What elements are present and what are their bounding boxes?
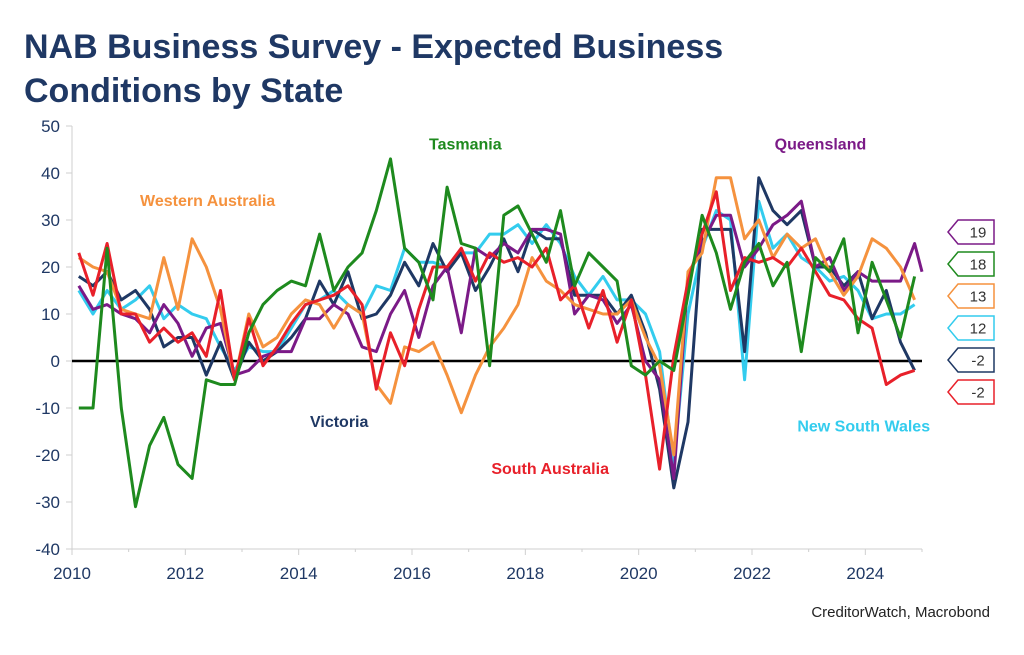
x-tick-label: 2024 xyxy=(846,564,884,583)
source-note: CreditorWatch, Macrobond xyxy=(811,604,990,621)
end-value-tag-new-south-wales xyxy=(947,315,995,341)
y-tick-label: -40 xyxy=(35,540,60,559)
y-tick-label: -30 xyxy=(35,493,60,512)
x-tick-label: 2022 xyxy=(733,564,771,583)
chart-title-line-1: NAB Business Survey - Expected Business xyxy=(24,28,724,66)
series-line-western-australia xyxy=(77,176,916,457)
end-value-tag-south-australia xyxy=(947,379,995,405)
y-tick-label: 40 xyxy=(41,164,60,183)
x-tick-label: 2016 xyxy=(393,564,431,583)
x-tick-label: 2014 xyxy=(280,564,318,583)
end-value-label-western-australia: 13 xyxy=(970,289,987,306)
end-value-label-south-australia: -2 xyxy=(971,385,984,402)
series-label-new-south-wales: New South Wales xyxy=(797,419,930,436)
end-value-tag-victoria xyxy=(947,347,995,373)
end-value-tag-western-australia xyxy=(947,283,995,309)
end-value-label-queensland: 19 xyxy=(970,225,987,242)
x-tick-label: 2012 xyxy=(166,564,204,583)
y-tick-label: -10 xyxy=(35,399,60,418)
series-label-western-australia: Western Australia xyxy=(140,193,275,210)
end-value-tag-queensland xyxy=(947,219,995,245)
x-tick-label: 2010 xyxy=(53,564,91,583)
series-line-south-australia xyxy=(77,190,916,471)
end-value-label-victoria: -2 xyxy=(971,353,984,370)
series-label-south-australia: South Australia xyxy=(491,461,609,478)
x-tick-label: 2020 xyxy=(620,564,658,583)
y-tick-label: 30 xyxy=(41,211,60,230)
y-tick-label: 10 xyxy=(41,305,60,324)
y-tick-label: -20 xyxy=(35,446,60,465)
series-line-victoria xyxy=(77,176,916,490)
x-tick-label: 2018 xyxy=(506,564,544,583)
series-line-queensland xyxy=(77,199,924,480)
y-tick-label: 20 xyxy=(41,258,60,277)
end-value-label-new-south-wales: 12 xyxy=(970,321,987,338)
y-tick-label: 0 xyxy=(51,352,60,371)
end-value-tag-tasmania xyxy=(947,251,995,277)
series-line-new-south-wales xyxy=(77,199,916,466)
series-label-victoria: Victoria xyxy=(310,414,369,431)
chart-title-line-2: Conditions by State xyxy=(24,72,344,110)
series-label-tasmania: Tasmania xyxy=(429,137,502,154)
y-tick-label: 50 xyxy=(41,117,60,136)
series-line-tasmania xyxy=(78,157,917,509)
end-value-label-tasmania: 18 xyxy=(970,257,987,274)
series-label-queensland: Queensland xyxy=(775,137,867,154)
